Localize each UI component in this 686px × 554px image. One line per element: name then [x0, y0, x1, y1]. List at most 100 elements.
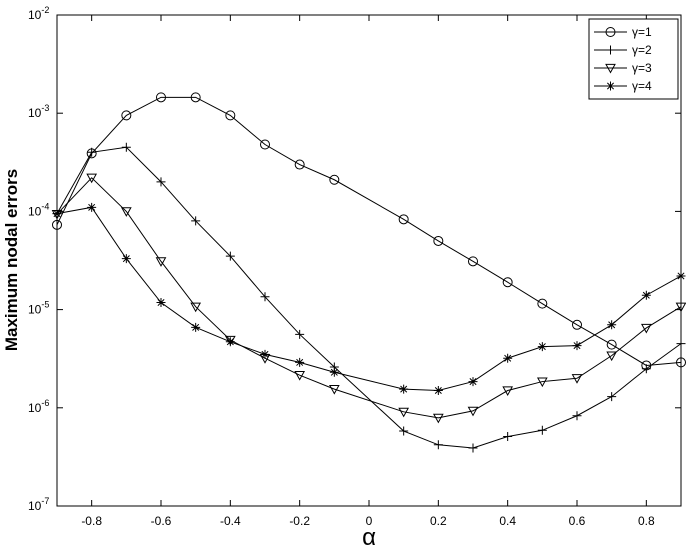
y-tick-label: 10-3 [28, 103, 49, 120]
marker [191, 216, 201, 226]
y-tick-exponent: -3 [41, 103, 49, 113]
marker [191, 322, 201, 332]
y-tick-base: 10 [28, 204, 42, 218]
x-tick-label: -0.8 [81, 514, 102, 528]
marker [571, 374, 583, 384]
marker [606, 351, 618, 362]
series-line [56, 206, 682, 392]
x-tick-label: 0.2 [430, 514, 447, 528]
marker [156, 298, 166, 308]
marker [156, 177, 166, 187]
y-tick-exponent: -4 [41, 201, 49, 211]
marker [467, 406, 479, 417]
series-line [56, 146, 682, 449]
marker [225, 251, 235, 261]
marker [121, 254, 131, 264]
marker [260, 292, 270, 302]
legend: γ=1 γ=2 γ=3 γ=4 [588, 18, 679, 100]
marker [398, 407, 410, 418]
marker [260, 139, 270, 150]
marker [640, 323, 652, 334]
marker [572, 341, 582, 351]
marker [260, 349, 270, 359]
y-tick-base: 10 [28, 303, 42, 317]
legend-label: γ=1 [632, 25, 652, 39]
y-tick-label: 10-4 [28, 201, 49, 218]
y-tick-base: 10 [28, 106, 42, 120]
legend-label: γ=3 [632, 61, 652, 75]
marker [190, 302, 202, 313]
marker [294, 371, 306, 381]
marker [87, 147, 97, 157]
x-tick-label: 0.4 [499, 514, 516, 528]
marker [225, 110, 236, 121]
x-tick-label: -0.2 [289, 514, 310, 528]
marker [190, 92, 201, 103]
legend-label: γ=2 [632, 43, 652, 57]
y-axis-label: Maximum nodal errors [2, 169, 21, 351]
marker [605, 63, 616, 74]
marker [607, 392, 617, 402]
marker [641, 364, 651, 374]
y-tick-label: 10-7 [28, 496, 49, 513]
marker [156, 92, 166, 103]
x-tick-label: 0.8 [638, 514, 655, 528]
marker [155, 257, 167, 267]
y-tick-exponent: -5 [41, 300, 49, 310]
marker [329, 367, 339, 377]
marker [675, 302, 686, 313]
x-tick-label: -0.4 [220, 514, 241, 528]
marker [606, 45, 615, 55]
x-tick-label: 0 [366, 514, 373, 528]
marker [503, 353, 513, 363]
marker [329, 174, 340, 185]
x-axis-label: α [362, 524, 376, 551]
marker [503, 432, 513, 442]
marker [537, 342, 547, 352]
marker [676, 339, 686, 349]
marker [121, 142, 131, 152]
marker [294, 159, 305, 170]
marker [641, 290, 651, 300]
marker [399, 384, 409, 394]
y-tick-base: 10 [28, 499, 42, 513]
legend-label: γ=4 [632, 79, 652, 93]
x-tick-label: 0.6 [569, 514, 586, 528]
marker [52, 209, 62, 219]
y-tick-base: 10 [28, 8, 42, 22]
marker [468, 443, 478, 453]
series-line [56, 177, 682, 419]
marker [572, 319, 582, 330]
marker [537, 298, 548, 309]
marker [52, 219, 62, 230]
x-tick-label: -0.6 [151, 514, 172, 528]
marker [468, 377, 478, 387]
plot-frame [56, 14, 682, 507]
marker [86, 173, 98, 184]
marker [328, 385, 340, 395]
marker [606, 339, 617, 350]
marker [502, 277, 513, 288]
marker [502, 386, 514, 397]
marker [399, 426, 409, 436]
y-tick-exponent: -7 [41, 496, 49, 506]
y-tick-exponent: -2 [41, 5, 49, 15]
marker [433, 235, 444, 246]
marker [121, 110, 132, 121]
marker [606, 81, 615, 91]
y-tick-label: 10-2 [28, 5, 49, 22]
series-line [56, 96, 682, 366]
marker [433, 440, 443, 450]
marker [433, 386, 443, 396]
marker [432, 413, 444, 424]
y-tick-label: 10-5 [28, 300, 49, 317]
marker [605, 27, 616, 37]
marker [87, 202, 97, 212]
marker [468, 256, 478, 267]
marker [536, 377, 548, 388]
marker [572, 411, 582, 421]
marker [120, 207, 132, 217]
marker [607, 320, 617, 330]
marker [295, 329, 305, 339]
